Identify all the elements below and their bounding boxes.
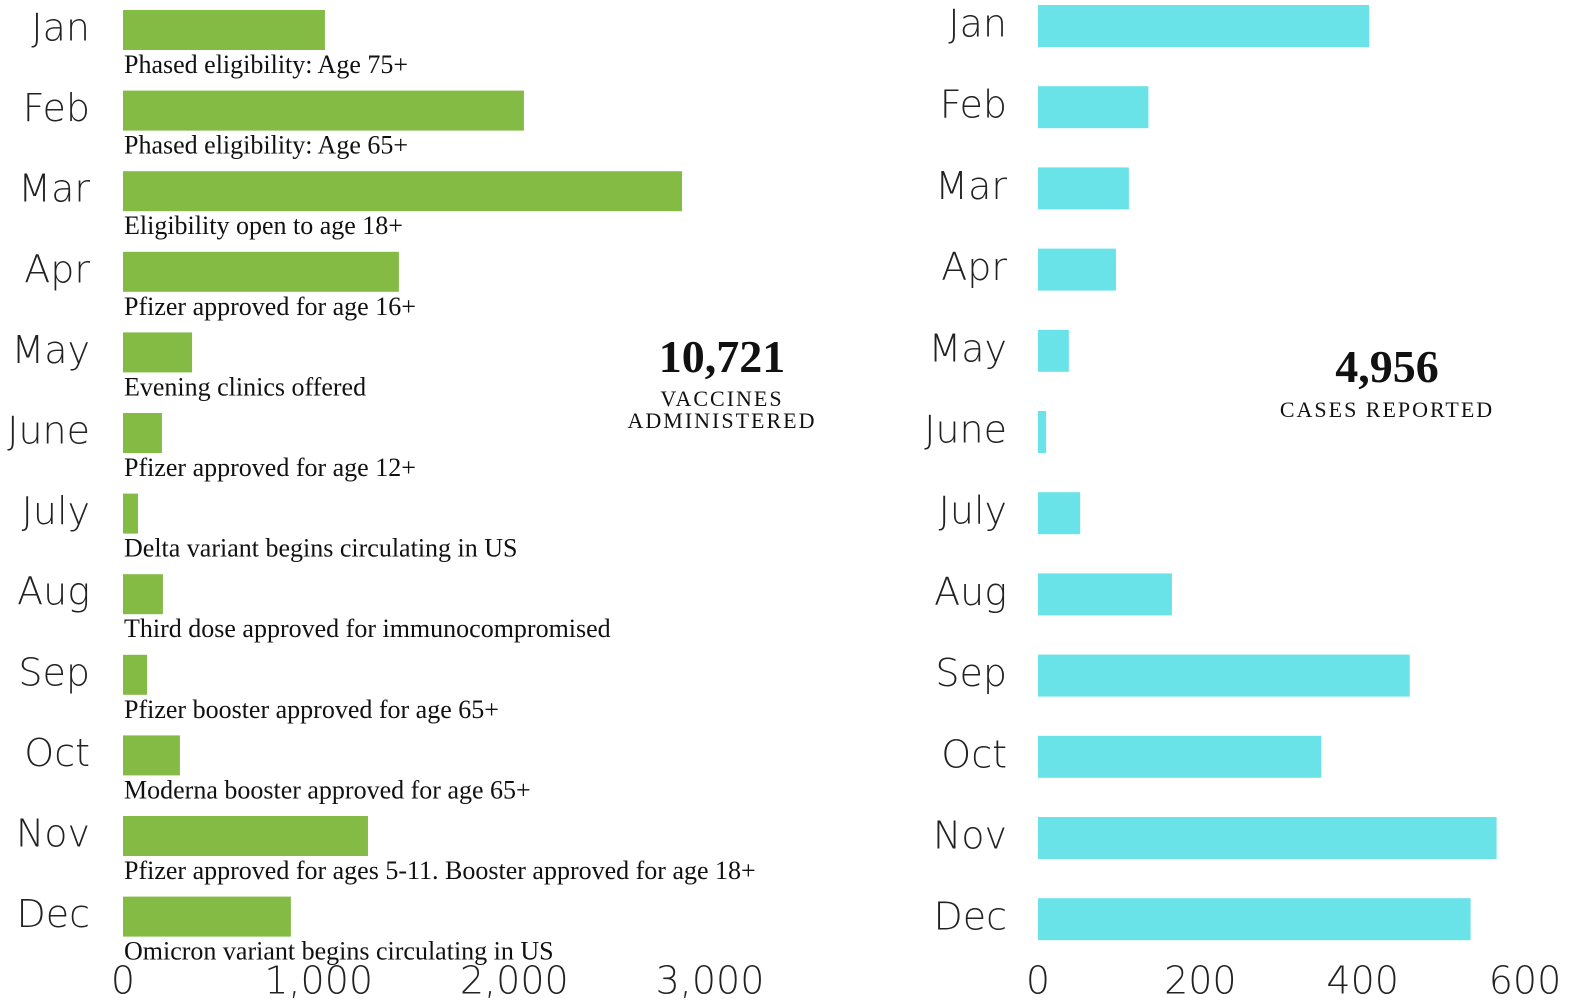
category-label: June	[7, 409, 90, 453]
annotation: Pfizer approved for age 12+	[124, 453, 416, 482]
bar	[123, 574, 163, 615]
bar	[1038, 329, 1069, 372]
category-label: Sep	[935, 651, 1007, 695]
category-label: Aug	[934, 570, 1007, 614]
annotation: Pfizer approved for age 16+	[124, 292, 416, 321]
category-label: Nov	[933, 814, 1007, 858]
category-label: Apr	[24, 247, 90, 291]
bar	[1038, 654, 1410, 697]
bar	[1038, 573, 1172, 616]
annotation: Phased eligibility: Age 75+	[124, 50, 408, 79]
bar	[123, 90, 524, 131]
bar	[123, 816, 368, 856]
total: 10,721	[658, 331, 786, 382]
bar	[1038, 817, 1497, 859]
category-label: Jan	[948, 2, 1007, 46]
x-tick-label: 600	[1489, 959, 1562, 1003]
bar	[123, 896, 291, 937]
annotation: Omicron variant begins circulating in US	[124, 937, 554, 966]
category-label: Dec	[16, 892, 90, 936]
category-label: Mar	[935, 164, 1007, 208]
bar	[1038, 735, 1322, 778]
bar	[1038, 248, 1116, 291]
bar	[123, 10, 325, 50]
total: 4,956	[1335, 341, 1439, 392]
category-label: Jan	[31, 6, 90, 50]
category-label: July	[22, 489, 90, 533]
category-label: Apr	[941, 245, 1007, 289]
annotation: Pfizer approved for ages 5-11. Booster a…	[124, 856, 756, 885]
x-tick-label: 0	[1026, 959, 1050, 1003]
bar	[1038, 86, 1149, 129]
annotation: Eligibility open to age 18+	[124, 211, 403, 240]
total-label: VACCINES ADMINISTERED	[627, 386, 817, 433]
category-label: June	[924, 408, 1007, 452]
category-label: May	[928, 326, 1007, 370]
annotation: Third dose approved for immunocompromise…	[124, 614, 611, 643]
category-label: Oct	[941, 732, 1007, 776]
annotation: Evening clinics offered	[124, 372, 366, 401]
bar	[123, 332, 193, 373]
category-label: Aug	[17, 570, 90, 614]
category-label: Feb	[940, 83, 1007, 127]
bar	[123, 413, 162, 453]
bar	[123, 171, 683, 212]
category-label: Mar	[18, 167, 90, 211]
bar	[1038, 167, 1129, 210]
category-label: Dec	[933, 895, 1007, 939]
bar	[123, 493, 139, 534]
x-tick-label: 2,000	[460, 959, 569, 1003]
bar	[123, 251, 399, 292]
bar	[1038, 492, 1081, 535]
x-tick-label: 400	[1326, 959, 1399, 1003]
category-label: May	[11, 328, 90, 372]
x-tick-label: 3,000	[656, 959, 765, 1003]
category-label: Nov	[16, 812, 90, 856]
x-tick-label: 200	[1164, 959, 1237, 1003]
x-tick-label: 1,000	[264, 959, 373, 1003]
annotation: Delta variant begins circulating in US	[124, 534, 518, 563]
annotation: Pfizer booster approved for age 65+	[124, 695, 499, 724]
category-label: Sep	[18, 650, 90, 694]
bar	[1038, 411, 1047, 453]
category-label: July	[939, 489, 1007, 533]
bar	[1038, 898, 1471, 941]
annotation: Moderna booster approved for age 65+	[124, 775, 531, 804]
x-tick-label: 0	[111, 959, 135, 1003]
total-label: CASES REPORTED	[1279, 397, 1495, 422]
category-label: Oct	[24, 731, 90, 775]
bar	[1038, 5, 1370, 47]
annotation: Phased eligibility: Age 65+	[124, 131, 408, 160]
category-label: Feb	[23, 86, 90, 130]
bar	[123, 654, 148, 695]
bar	[123, 735, 180, 776]
